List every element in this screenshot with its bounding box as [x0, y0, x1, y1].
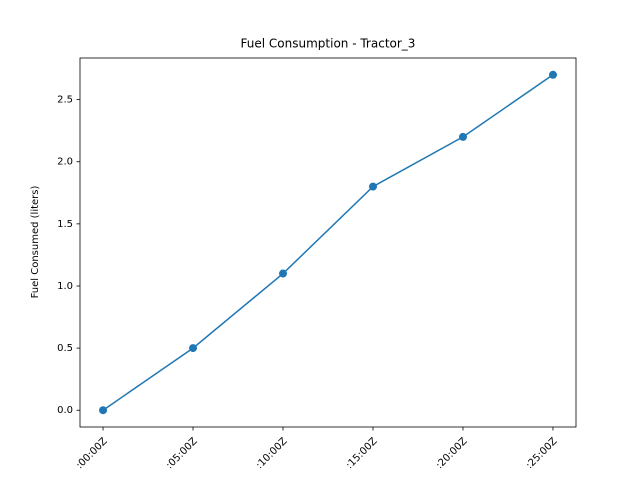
y-tick-label: 0.5 [57, 343, 73, 354]
y-tick-label: 2.0 [57, 157, 73, 168]
data-point [99, 406, 108, 415]
data-point [189, 344, 198, 353]
data-point [458, 132, 467, 141]
y-axis-label: Fuel Consumed (liters) [30, 185, 41, 298]
data-point [279, 269, 288, 278]
y-tick-label: 1.5 [57, 219, 73, 230]
data-point [368, 182, 377, 191]
y-tick-label: 0.0 [57, 405, 73, 416]
y-tick-label: 1.0 [57, 281, 73, 292]
data-point [548, 70, 557, 79]
x-tick-label: :25:00Z [524, 436, 559, 471]
y-tick-label: 2.5 [57, 95, 73, 106]
x-tick-label: :10:00Z [254, 436, 289, 471]
x-tick-label: :20:00Z [434, 436, 469, 471]
x-tick-label: :15:00Z [344, 436, 379, 471]
series-line [102, 74, 554, 411]
plot-frame [79, 57, 577, 428]
x-tick-label: :00:00Z [74, 436, 109, 471]
chart-title: Fuel Consumption - Tractor_3 [241, 37, 416, 51]
x-tick-label: :05:00Z [164, 436, 199, 471]
